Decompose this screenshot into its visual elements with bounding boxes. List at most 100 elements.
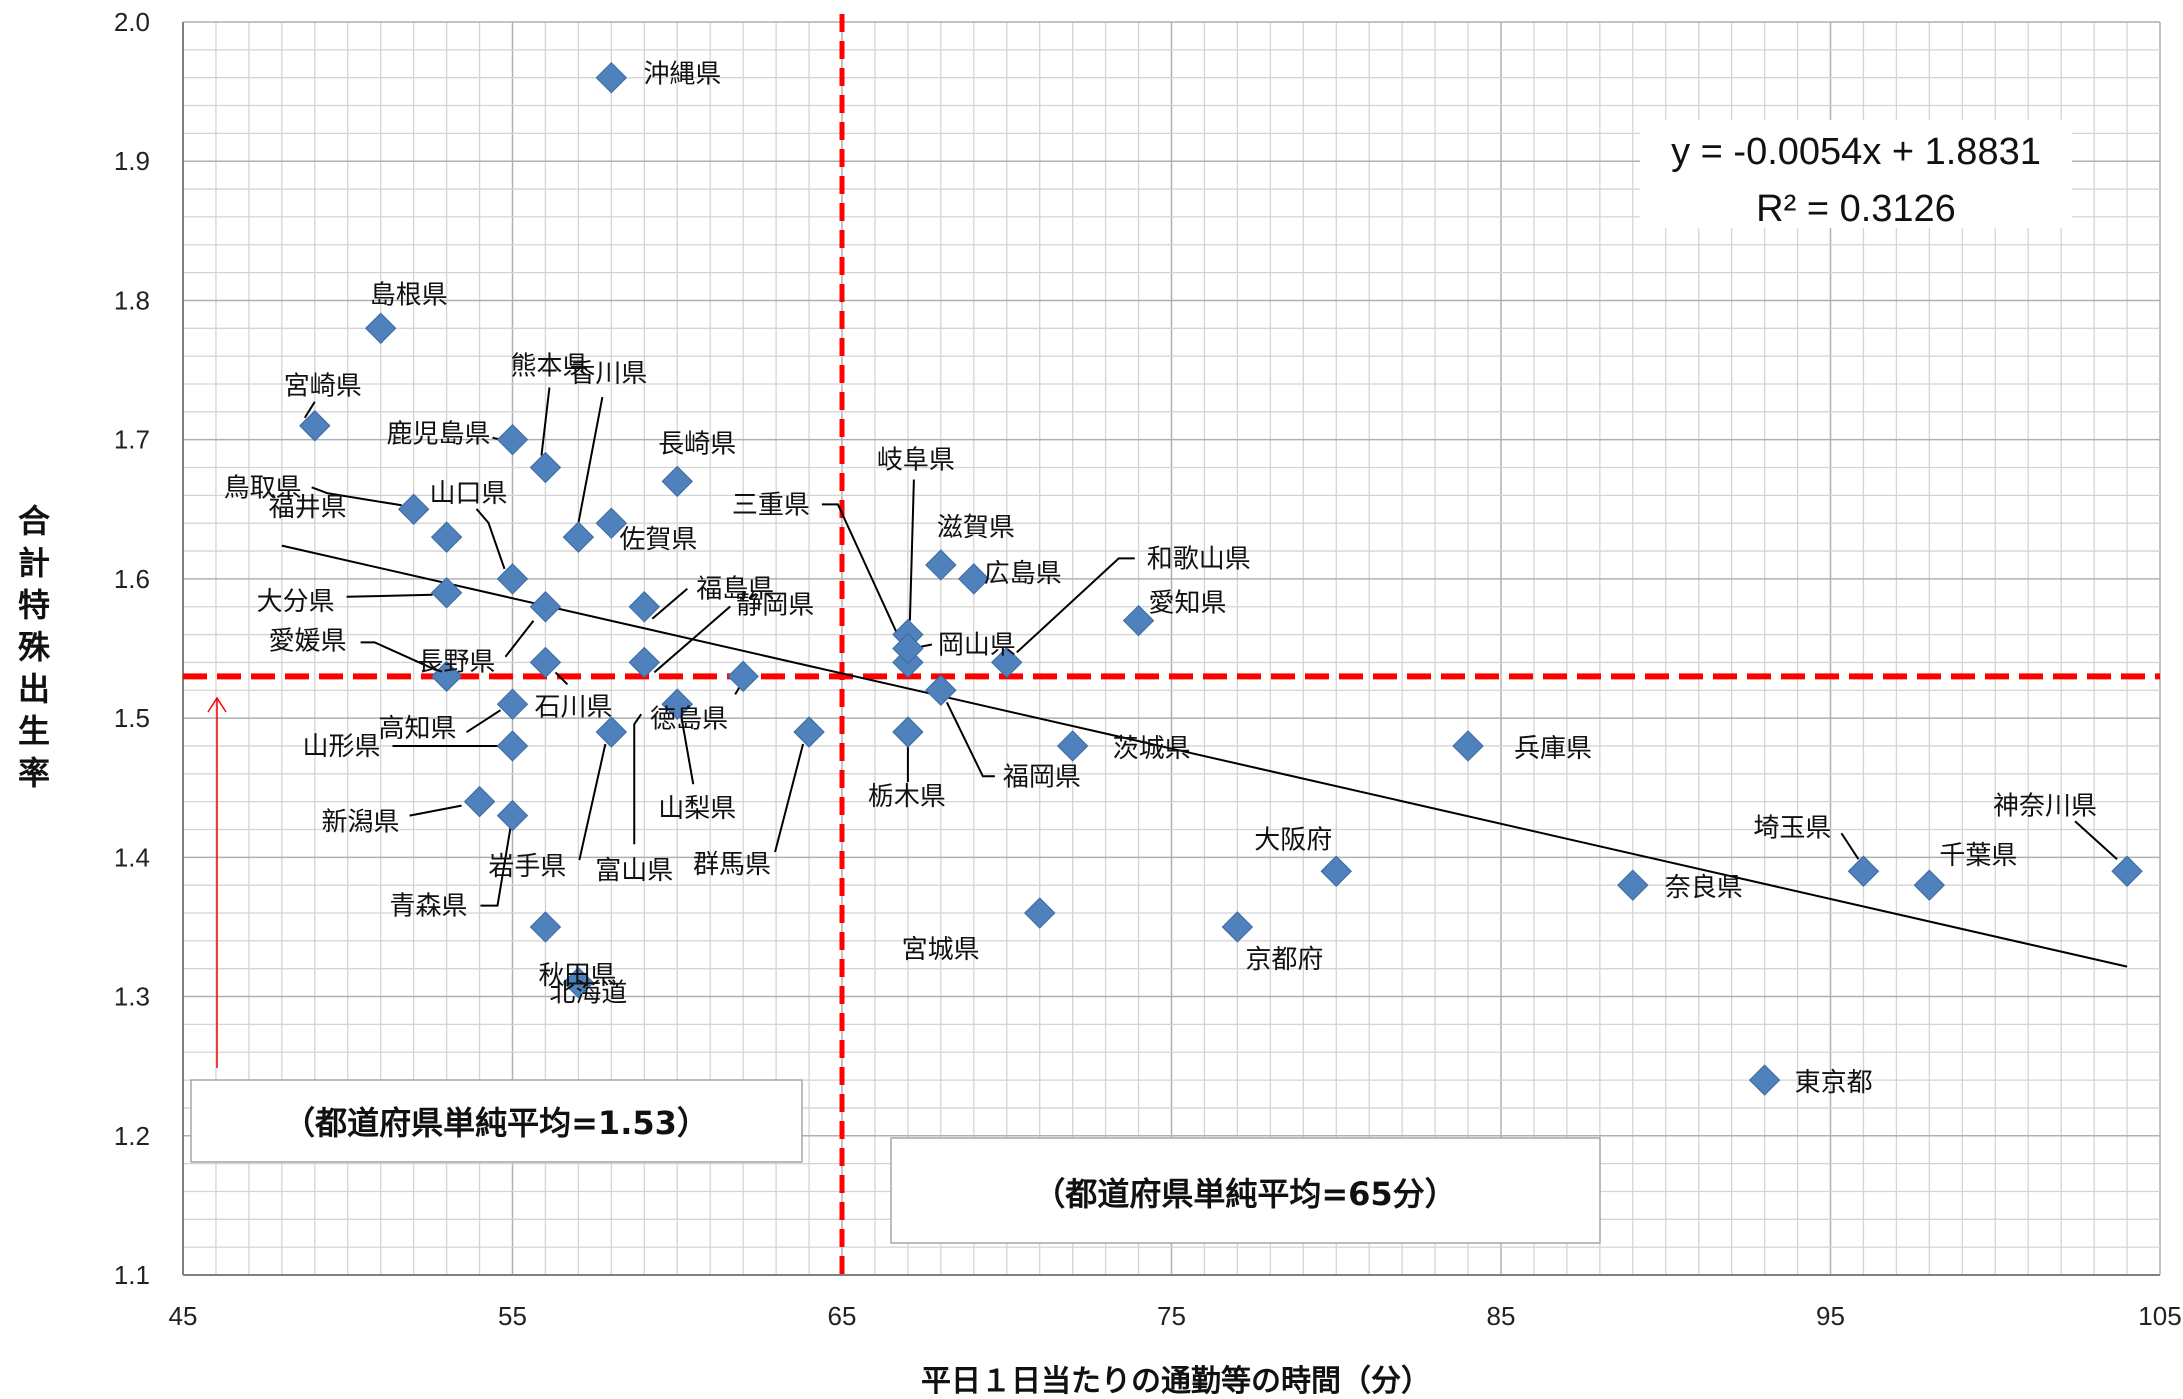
- data-point-label: 群馬県: [693, 850, 771, 880]
- data-point-label: 兵庫県: [1514, 734, 1592, 764]
- data-point-label: 高知県: [378, 714, 456, 744]
- data-point-label: 佐賀県: [619, 525, 697, 555]
- data-point-label: 茨城県: [1113, 734, 1191, 764]
- data-point-marker: [562, 966, 595, 999]
- data-point-marker: [529, 911, 562, 943]
- data-point-marker: [430, 577, 463, 609]
- data-point-marker: [529, 591, 562, 623]
- y-axis-title-char: 計: [18, 544, 50, 582]
- data-point-label: 北海道: [549, 979, 627, 1009]
- data-point-marker: [496, 423, 529, 456]
- y-tick-label: 1.6: [114, 564, 150, 594]
- avg-time-box: （都道府県単純平均=65分）: [890, 1137, 1601, 1244]
- data-point-marker: [958, 563, 990, 595]
- data-point-label: 青森県: [389, 892, 467, 922]
- y-axis-title-char: 合: [18, 502, 50, 540]
- data-point-label: 愛媛県: [269, 626, 347, 656]
- data-point-marker: [595, 507, 628, 539]
- data-point-marker: [496, 730, 529, 762]
- avg-arrow: [207, 696, 227, 1068]
- reference-lines: [183, 14, 2160, 1275]
- x-tick-label: 105: [2138, 1301, 2181, 1331]
- data-point-label: 福島県: [696, 575, 774, 605]
- data-point-label: 秋田県: [538, 961, 616, 991]
- data-point-marker: [397, 493, 430, 525]
- label-leader-line: [346, 593, 433, 598]
- label-leader-line: [480, 827, 512, 907]
- data-point-marker: [727, 660, 759, 693]
- x-tick-label: 55: [498, 1301, 527, 1331]
- data-point-marker: [793, 716, 825, 748]
- data-point-marker: [430, 521, 463, 553]
- y-axis-title-char: 殊: [18, 628, 51, 666]
- label-leader-line: [540, 387, 551, 456]
- data-point-label: 静岡県: [736, 590, 814, 620]
- data-point-marker: [1221, 911, 1254, 943]
- label-leader-line: [651, 587, 688, 620]
- data-point-label: 埼玉県: [1753, 813, 1831, 843]
- label-leader-line: [360, 641, 438, 672]
- data-point-marker: [925, 549, 957, 581]
- data-point-label: 香川県: [569, 359, 647, 389]
- r-squared-text: R² = 0.3126: [1756, 188, 1956, 230]
- label-leader-line: [908, 479, 915, 621]
- x-tick-label: 65: [828, 1301, 857, 1331]
- y-axis-title-char: 生: [18, 712, 50, 750]
- y-axis-title-char: 特: [18, 586, 50, 624]
- data-point-label: 宮城県: [902, 935, 980, 965]
- data-point-marker: [364, 312, 397, 344]
- data-point-label: 三重県: [732, 490, 810, 520]
- data-point-label: 京都府: [1245, 945, 1323, 975]
- label-leader-line: [504, 620, 535, 658]
- y-tick-label: 1.5: [114, 703, 150, 733]
- data-point-marker: [496, 688, 529, 720]
- y-tick-label: 1.1: [114, 1260, 150, 1290]
- data-point-label: 熊本県: [510, 352, 588, 382]
- label-leader-line: [774, 743, 805, 853]
- y-axis-title-char: 率: [18, 754, 50, 792]
- data-point-marker: [892, 716, 924, 748]
- y-tick-label: 1.8: [114, 285, 150, 315]
- data-point-label: 岩手県: [488, 852, 566, 882]
- data-point-marker: [496, 799, 529, 832]
- data-point-label: 岡山県: [938, 631, 1016, 661]
- y-tick-label: 1.9: [114, 146, 150, 176]
- data-point-label: 徳島県: [650, 704, 728, 734]
- label-leader-line: [303, 401, 316, 419]
- avg-rate-box: （都道府県単純平均=1.53）: [190, 1079, 803, 1163]
- data-point-label: 福岡県: [1003, 762, 1081, 792]
- data-point-marker: [1913, 869, 1946, 901]
- data-point-marker: [1023, 897, 1056, 929]
- data-point-label: 愛知県: [1149, 589, 1227, 619]
- data-point-label: 鹿児島県: [386, 420, 490, 450]
- x-tick-label: 85: [1487, 1301, 1516, 1331]
- data-point-label: 栃木県: [868, 782, 946, 812]
- data-point-label: 山梨県: [658, 794, 736, 824]
- x-axis-title: 平日１日当たりの通勤等の時間（分）: [921, 1364, 1431, 1399]
- data-point-marker: [430, 660, 463, 693]
- data-point-marker: [463, 785, 496, 818]
- data-point-marker: [1452, 730, 1484, 762]
- data-point-marker: [661, 465, 693, 498]
- data-point-label: 和歌山県: [1147, 544, 1251, 574]
- data-point-marker: [595, 716, 628, 748]
- label-leader-line: [578, 743, 607, 861]
- label-leader-line: [821, 503, 905, 649]
- data-point-label: 山口県: [429, 479, 507, 509]
- data-point-label: 新潟県: [322, 808, 400, 838]
- y-tick-labels: 1.1 1.2 1.3 1.4 1.5 1.6 1.7 1.8 1.9 2.0: [114, 7, 150, 1290]
- label-leader-line: [653, 605, 731, 674]
- data-point-marker: [628, 646, 661, 679]
- data-point-marker: [529, 451, 562, 484]
- data-points: [299, 61, 2143, 1096]
- y-tick-label: 1.3: [114, 982, 150, 1012]
- data-point-label: 広島県: [984, 559, 1062, 589]
- data-point-marker: [529, 646, 562, 679]
- data-point-label: 東京都: [1795, 1068, 1873, 1098]
- x-tick-label: 45: [169, 1301, 198, 1331]
- data-point-label: 奈良県: [1665, 873, 1743, 903]
- label-leader-line: [409, 804, 462, 817]
- data-point-marker: [1748, 1064, 1781, 1096]
- data-point-label: 島根県: [370, 280, 448, 310]
- y-tick-label: 2.0: [114, 7, 150, 37]
